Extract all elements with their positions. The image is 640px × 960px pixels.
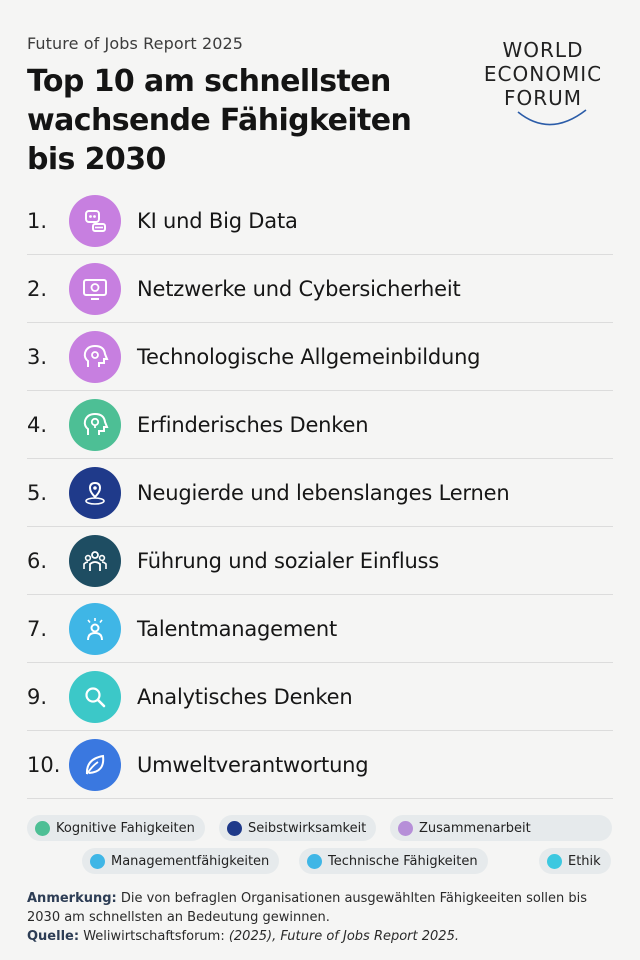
- skill-label: Erfinderisches Denken: [137, 412, 369, 437]
- legend-chip: Ethik: [539, 848, 611, 874]
- footnotes: Anmerkung: Die von befraglen Organisatio…: [27, 889, 613, 946]
- list-item: 9. Analytisches Denken: [27, 663, 613, 731]
- magnifier-icon: [69, 670, 121, 723]
- legend-label: Ethik: [568, 853, 601, 869]
- legend-dot-icon: [307, 853, 322, 869]
- source: Quelle: Weliwirtschaftsforum: (2025), Fu…: [27, 927, 613, 946]
- rank-number: 1.: [27, 208, 48, 233]
- logo-line-3: FORUM: [503, 86, 583, 110]
- wef-logo: WORLD ECONOMIC FORUM: [470, 38, 616, 130]
- list-item: 3. Technologische Allgemeinbildung: [27, 323, 613, 391]
- logo-line-1: WORLD: [502, 38, 584, 62]
- people-group-icon: [69, 534, 121, 587]
- list-item: 7. Talentmanagement: [27, 595, 613, 663]
- legend-label: Technische Fähigkeiten: [328, 853, 478, 869]
- legend-dot-icon: [90, 853, 105, 869]
- report-kicker: Future of Jobs Report 2025: [27, 34, 244, 53]
- list-item: 1. KI und Big Data: [27, 187, 613, 255]
- legend-label: Seibstwirksamkeit: [248, 820, 367, 836]
- rank-number: 3.: [27, 344, 48, 369]
- remark-text: Die von befraglen Organisationen ausgewä…: [27, 891, 588, 925]
- legend-chip: Seibstwirksamkeit: [219, 815, 377, 841]
- header: Future of Jobs Report 2025 Top 10 am sch…: [27, 34, 447, 179]
- legend-dot-icon: [547, 853, 562, 869]
- skill-label: Neugierde und lebenslanges Lernen: [137, 480, 510, 505]
- legend: Kognitive Fahigkeiten Seibstwirksamkeit …: [27, 815, 617, 877]
- list-item: 4. Erfinderisches Denken: [27, 391, 613, 459]
- logo-arc-icon: [517, 109, 587, 126]
- head-bulb-icon: [69, 398, 121, 451]
- legend-label: Managementfähigkeiten: [111, 853, 270, 869]
- legend-dot-icon: [227, 820, 242, 836]
- list-item: 5. Neugierde und lebenslanges Lernen: [27, 459, 613, 527]
- location-pin-icon: [69, 466, 121, 519]
- source-text: Weliwirtschaftsforum:: [79, 929, 229, 944]
- skills-list: 1. KI und Big Data 2. Netzwerke und Cybe…: [27, 187, 613, 799]
- rank-number: 4.: [27, 412, 48, 437]
- legend-chip: Zusammenarbeit: [390, 815, 612, 841]
- list-item: 6. Führung und sozialer Einfluss: [27, 527, 613, 595]
- skill-label: Technologische Allgemeinbildung: [137, 344, 481, 369]
- skill-label: Talentmanagement: [137, 616, 337, 641]
- logo-line-2: ECONOMIC: [483, 62, 603, 86]
- legend-chip: Technische Fähigkeiten: [299, 848, 488, 874]
- legend-chip: Kognitive Fahigkeiten: [27, 815, 205, 841]
- skill-label: Netzwerke und Cybersicherheit: [137, 276, 461, 301]
- remark: Anmerkung: Die von befraglen Organisatio…: [27, 889, 613, 927]
- source-label: Quelle:: [27, 929, 80, 944]
- rank-number: 9.: [27, 684, 48, 709]
- person-sparkle-icon: [69, 602, 121, 655]
- legend-dot-icon: [35, 820, 50, 836]
- rank-number: 6.: [27, 548, 48, 573]
- skill-label: Umweltverantwortung: [137, 752, 369, 777]
- list-item: 10. Umweltverantwortung: [27, 731, 613, 799]
- remark-label: Anmerkung:: [27, 891, 117, 906]
- robot-icon: [69, 194, 121, 247]
- rank-number: 7.: [27, 616, 48, 641]
- skill-label: Analytisches Denken: [137, 684, 353, 709]
- list-item: 2. Netzwerke und Cybersicherheit: [27, 255, 613, 323]
- head-at-icon: [69, 330, 121, 383]
- skill-label: Führung und sozialer Einfluss: [137, 548, 440, 573]
- page-title: Top 10 am schnellsten wachsende Fähigkei…: [27, 64, 412, 177]
- legend-label: Kognitive Fahigkeiten: [56, 820, 195, 836]
- skill-label: KI und Big Data: [137, 208, 298, 233]
- legend-chip: Managementfähigkeiten: [82, 848, 280, 874]
- rank-number: 2.: [27, 276, 48, 301]
- rank-number: 5.: [27, 480, 48, 505]
- rank-number: 10.: [27, 752, 61, 777]
- legend-label: Zusammenarbeit: [419, 820, 531, 836]
- monitor-lock-icon: [69, 262, 121, 315]
- source-title: (2025), Future of Jobs Report 2025.: [228, 929, 459, 944]
- leaf-icon: [69, 738, 121, 791]
- legend-dot-icon: [398, 820, 413, 836]
